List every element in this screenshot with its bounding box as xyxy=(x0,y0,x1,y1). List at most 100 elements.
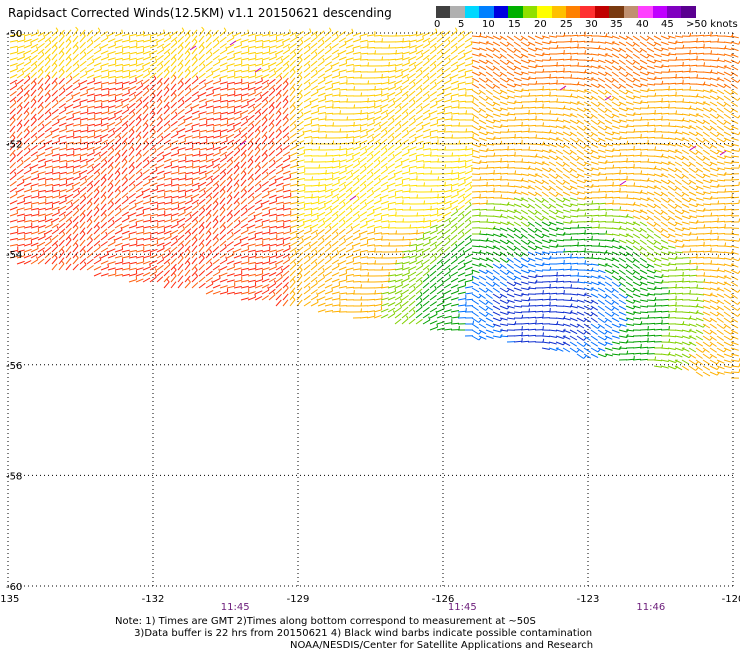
wind-barb xyxy=(654,48,661,51)
wind-barb-flag xyxy=(168,124,170,127)
wind-barb xyxy=(381,221,389,222)
wind-barb xyxy=(612,66,619,70)
wind-barb xyxy=(45,31,52,36)
wind-barb-flag xyxy=(209,231,211,234)
wind-barb-flag xyxy=(669,122,670,126)
wind-barb xyxy=(367,175,373,180)
wind-barb xyxy=(234,150,240,156)
wind-barb xyxy=(80,118,88,120)
wind-barb xyxy=(213,43,219,48)
wind-barb xyxy=(472,246,480,247)
wind-barb-flag xyxy=(202,45,204,48)
wind-barb xyxy=(213,62,220,66)
wind-barb-flag xyxy=(612,98,614,101)
wind-barb-flag xyxy=(448,40,450,43)
wind-barb xyxy=(668,138,676,140)
wind-barb xyxy=(696,84,704,85)
wind-barb xyxy=(213,94,221,96)
wind-barb xyxy=(185,189,193,192)
wind-barb xyxy=(297,166,305,168)
wind-barb-flag xyxy=(535,212,537,215)
wind-barb xyxy=(52,36,58,42)
wind-barb xyxy=(381,188,388,192)
wind-barb xyxy=(388,127,394,132)
wind-barb xyxy=(59,201,66,204)
wind-barb-flag xyxy=(268,191,269,194)
wind-barb xyxy=(52,184,60,186)
wind-barb xyxy=(339,89,347,90)
wind-barb xyxy=(31,171,38,174)
wind-barb xyxy=(255,46,263,48)
wind-barb xyxy=(388,76,396,78)
wind-barb-flag xyxy=(300,75,302,78)
wind-barb xyxy=(150,238,158,240)
wind-barb xyxy=(409,233,417,234)
wind-barb xyxy=(661,60,669,61)
wind-barb xyxy=(577,150,584,154)
wind-barb-flag xyxy=(319,146,320,150)
wind-barb-flag xyxy=(333,122,334,126)
wind-barb-flag xyxy=(141,172,143,175)
wind-barb-flag xyxy=(303,131,304,134)
wind-barb xyxy=(402,63,409,66)
wind-barb-flag xyxy=(76,45,78,48)
wind-barb xyxy=(437,185,445,186)
wind-barb xyxy=(283,220,291,222)
wind-barb xyxy=(619,161,627,162)
wind-barb-flag xyxy=(167,105,169,108)
wind-barb xyxy=(521,131,529,132)
wind-barb xyxy=(38,165,46,168)
wind-barb xyxy=(178,84,183,90)
wind-barb xyxy=(339,223,345,228)
wind-barb xyxy=(619,60,626,65)
wind-barb xyxy=(619,173,627,174)
wind-barb-flag xyxy=(55,81,57,84)
wind-barb xyxy=(374,239,382,240)
wind-barb xyxy=(717,180,725,181)
wind-barb xyxy=(318,68,325,73)
wind-barb xyxy=(633,186,641,187)
wind-barb xyxy=(213,118,221,120)
wind-barb-flag xyxy=(421,70,423,73)
wind-barb xyxy=(52,166,60,168)
wind-barb xyxy=(521,113,529,114)
wind-barb xyxy=(17,114,22,120)
wind-barb xyxy=(269,46,277,48)
wind-barb-flag xyxy=(267,82,268,85)
wind-barb xyxy=(136,144,141,150)
wind-barb xyxy=(178,218,185,222)
wind-barb xyxy=(689,102,697,104)
wind-barb xyxy=(283,214,291,216)
wind-barb xyxy=(731,48,739,51)
wind-barb xyxy=(647,42,654,46)
wind-barb-flag xyxy=(393,154,395,157)
wind-barb xyxy=(241,76,249,78)
wind-barb xyxy=(661,180,668,184)
wind-barb xyxy=(164,184,172,186)
wind-barb xyxy=(367,112,375,114)
wind-barb xyxy=(101,112,109,114)
wind-barb xyxy=(549,71,557,72)
wind-barb xyxy=(136,201,143,204)
wind-barb xyxy=(507,228,514,232)
wind-barb xyxy=(717,138,724,142)
wind-barb xyxy=(178,235,184,240)
wind-barb-flag xyxy=(675,223,677,226)
wind-barb xyxy=(556,222,564,224)
wind-barb-flag xyxy=(183,226,185,229)
wind-barb xyxy=(10,91,17,96)
wind-barb xyxy=(388,164,395,168)
wind-barb xyxy=(388,196,396,198)
wind-barb-flag xyxy=(213,90,214,94)
wind-barb xyxy=(129,98,136,102)
wind-barb xyxy=(248,40,256,42)
wind-barb xyxy=(87,204,92,210)
wind-barb xyxy=(17,195,24,198)
wind-barb-flag xyxy=(486,115,488,118)
wind-barb xyxy=(360,237,368,240)
wind-barb xyxy=(556,186,563,190)
wind-barb xyxy=(563,174,570,178)
wind-barb xyxy=(542,204,549,209)
wind-barb xyxy=(87,62,94,66)
wind-barb xyxy=(458,241,464,246)
